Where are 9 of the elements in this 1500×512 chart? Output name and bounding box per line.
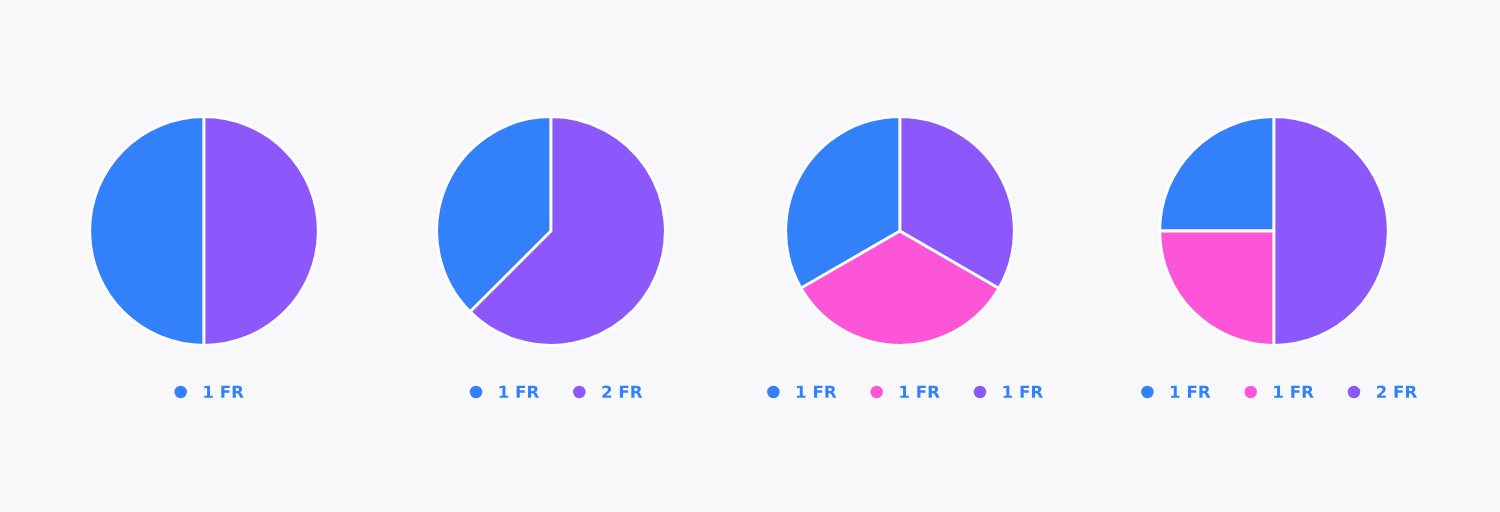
legend-label: 1 FR — [499, 385, 539, 398]
legend-label: 1 FR — [1003, 385, 1043, 398]
legend-label: 2 FR — [1376, 385, 1417, 398]
legend-label: 1 FR — [1170, 385, 1211, 398]
legend-label: 1 FR — [204, 385, 244, 398]
legend-label: 1 FR — [900, 385, 940, 398]
legend-label: 2 FR — [602, 385, 643, 398]
legend-label: 1 FR — [796, 385, 837, 398]
legend-label: 1 FR — [1274, 385, 1314, 398]
